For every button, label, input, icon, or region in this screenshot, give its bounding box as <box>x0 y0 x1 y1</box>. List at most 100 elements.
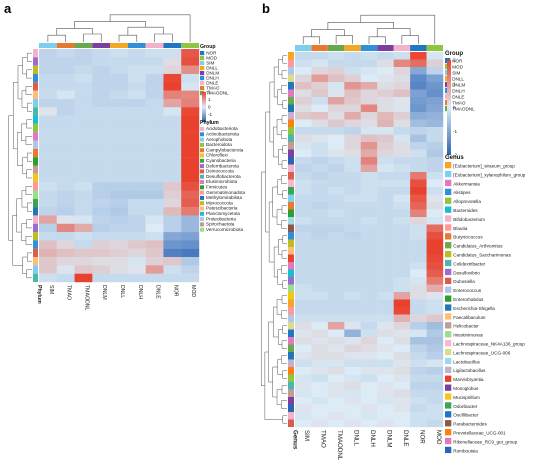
panel-letter: b <box>262 1 270 16</box>
heatmap-cell <box>360 224 378 233</box>
dendrogram-branch <box>8 115 14 241</box>
heatmap-cell <box>377 382 394 390</box>
heatmap-cell <box>74 257 93 266</box>
heatmap-cell <box>295 374 312 383</box>
heatmap-cell <box>56 73 75 83</box>
heatmap-cell <box>127 73 146 83</box>
column-label: DNLL <box>353 430 360 446</box>
row-annotation-cell <box>288 374 294 382</box>
legend-label: Colidextribacter <box>453 261 485 266</box>
heatmap-cell <box>145 265 164 274</box>
heatmap-cell <box>377 299 394 308</box>
heatmap-cell <box>410 359 427 368</box>
heatmap-cell <box>360 307 378 315</box>
heatmap-cell <box>56 223 75 233</box>
heatmap-cell <box>92 207 111 216</box>
dendrogram-branch <box>281 340 287 349</box>
heatmap-cell <box>181 257 200 266</box>
heatmap-cell <box>39 115 57 125</box>
heatmap-cell <box>377 292 394 300</box>
heatmap-cell <box>393 352 411 360</box>
heatmap-cell <box>92 115 111 125</box>
heatmap-cell <box>39 107 57 116</box>
heatmap-cell <box>327 397 345 405</box>
heatmap-cell <box>410 52 427 60</box>
dendrogram-branch <box>281 250 287 259</box>
row-annotation-cell <box>288 157 294 165</box>
heatmap-cell <box>426 179 444 188</box>
heatmap-cell <box>344 299 361 308</box>
heatmap-cell <box>127 115 146 125</box>
heatmap-cell <box>92 132 111 141</box>
heatmap-cell <box>181 265 200 274</box>
dendrogram-branch <box>25 136 32 145</box>
row-annotation-cell <box>33 82 38 91</box>
legend-label: Actinobacteriota <box>206 132 239 137</box>
dendrogram-branch <box>282 415 287 424</box>
heatmap-cell <box>377 232 394 240</box>
heatmap-cell <box>410 404 427 413</box>
heatmap-cell <box>145 207 164 216</box>
column-label: SIM <box>303 430 310 441</box>
heatmap-cell <box>39 190 57 199</box>
legend-swatch <box>445 393 452 400</box>
heatmap-cell <box>311 217 329 225</box>
legend-label: TMAO <box>206 85 220 90</box>
heatmap-cell <box>163 65 182 75</box>
heatmap-cell <box>311 262 329 270</box>
heatmap-cell <box>39 273 57 283</box>
heatmap-cell <box>295 164 312 173</box>
heatmap-cell <box>74 49 93 58</box>
heatmap-cell <box>39 49 57 58</box>
heatmap-cell <box>110 140 129 150</box>
heatmap-cell <box>295 119 312 128</box>
heatmap-cell <box>327 82 345 90</box>
legend-swatch <box>445 429 452 436</box>
row-annotation-cell <box>288 329 294 337</box>
heatmap-cell <box>92 240 111 249</box>
heatmap-cell <box>393 232 411 240</box>
dendrogram-branch <box>109 14 191 42</box>
legend-label: Lactobacillus <box>453 359 480 364</box>
heatmap-cell <box>127 223 146 233</box>
dendrogram-branch <box>281 130 287 139</box>
heatmap-cell <box>377 329 394 338</box>
heatmap-cell <box>360 134 378 143</box>
heatmap-cell <box>327 119 345 128</box>
heatmap-cell <box>393 284 411 293</box>
dendrogram-branch <box>47 34 66 42</box>
heatmap-cell <box>426 164 444 173</box>
legend-label: DNLH <box>206 75 219 80</box>
heatmap-cell <box>344 239 361 248</box>
row-annotation-cell <box>33 240 38 249</box>
heatmap-cell <box>295 202 312 210</box>
heatmap-cell <box>360 389 378 398</box>
column-label: DNLE <box>402 430 409 447</box>
heatmap-cell <box>344 254 361 263</box>
heatmap-cell <box>377 59 394 68</box>
row-annotation-cell <box>288 52 294 60</box>
heatmap-cell <box>145 165 164 175</box>
heatmap-cell <box>74 232 93 241</box>
dendrogram-branch <box>302 36 320 44</box>
dendrogram-branch <box>276 209 283 225</box>
heatmap-cell <box>311 254 329 263</box>
heatmap-cell <box>377 82 394 90</box>
legend-swatch <box>200 142 204 147</box>
heatmap-cell <box>145 107 164 116</box>
row-annotation-cell <box>33 140 38 149</box>
legend-swatch <box>445 259 452 267</box>
heatmap-cell <box>377 164 394 173</box>
heatmap-cell <box>92 57 111 66</box>
heatmap-cell <box>426 374 444 383</box>
dendrogram-branch <box>268 201 275 263</box>
legend-swatch <box>445 233 452 240</box>
heatmap-cell <box>311 292 329 300</box>
heatmap-cell <box>39 257 57 266</box>
heatmap-cell <box>327 367 345 375</box>
dendrogram-branch <box>281 175 287 184</box>
heatmap-cell <box>311 82 329 90</box>
column-label: MOD <box>435 430 442 445</box>
heatmap-cell <box>295 359 312 368</box>
heatmap-cell <box>163 248 182 258</box>
